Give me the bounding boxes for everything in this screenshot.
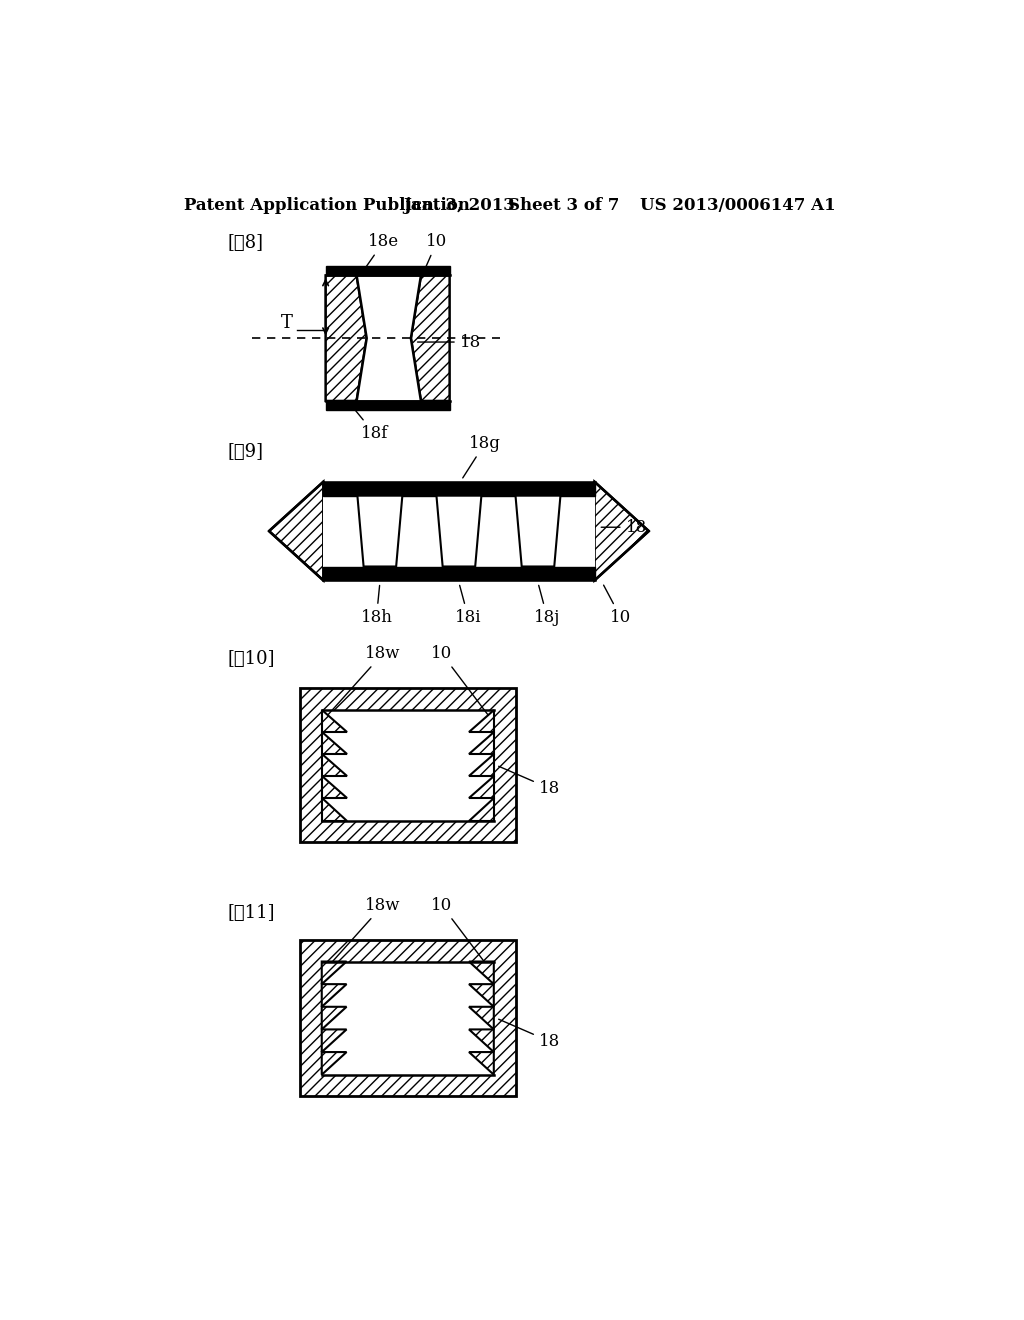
Polygon shape [269, 482, 324, 581]
Polygon shape [595, 482, 649, 581]
Text: 10: 10 [603, 585, 632, 626]
Bar [326, 401, 450, 411]
Polygon shape [436, 496, 481, 566]
Polygon shape [322, 1007, 346, 1030]
Text: 18f: 18f [354, 409, 388, 442]
Text: 18g: 18g [463, 434, 501, 478]
Text: Sheet 3 of 7: Sheet 3 of 7 [508, 197, 620, 214]
Text: US 2013/0006147 A1: US 2013/0006147 A1 [640, 197, 836, 214]
Bar [324, 482, 595, 496]
Polygon shape [469, 985, 494, 1007]
Polygon shape [322, 731, 346, 754]
Polygon shape [322, 1052, 346, 1074]
Polygon shape [469, 710, 494, 731]
Polygon shape [322, 1030, 346, 1052]
Text: 10: 10 [431, 896, 488, 968]
Bar [322, 961, 494, 1074]
Polygon shape [411, 276, 450, 401]
Bar [326, 267, 450, 276]
Bar [300, 688, 515, 842]
Polygon shape [515, 496, 560, 566]
Text: Patent Application Publication: Patent Application Publication [183, 197, 470, 214]
Polygon shape [469, 1052, 494, 1074]
Text: T: T [282, 314, 293, 331]
Bar [300, 940, 515, 1096]
Polygon shape [469, 731, 494, 754]
Bar [324, 496, 595, 566]
Text: [図9]: [図9] [227, 444, 263, 461]
Bar [322, 710, 494, 821]
Text: [図10]: [図10] [227, 649, 274, 668]
Text: 18: 18 [601, 519, 647, 536]
Text: 18i: 18i [455, 585, 481, 626]
Text: 18: 18 [418, 334, 481, 351]
Polygon shape [322, 710, 346, 731]
Text: 10: 10 [426, 234, 447, 267]
Polygon shape [469, 799, 494, 821]
Text: 18: 18 [499, 767, 560, 797]
Text: 18j: 18j [535, 585, 560, 626]
Polygon shape [322, 799, 346, 821]
Polygon shape [357, 496, 402, 566]
Polygon shape [322, 776, 346, 799]
Polygon shape [322, 754, 346, 776]
Text: 18w: 18w [328, 896, 400, 968]
Polygon shape [469, 961, 494, 985]
Bar [324, 496, 595, 566]
Text: 18e: 18e [366, 234, 399, 267]
Polygon shape [356, 276, 421, 401]
Polygon shape [326, 276, 367, 401]
Polygon shape [322, 985, 346, 1007]
Text: 18w: 18w [328, 645, 400, 715]
Polygon shape [469, 1030, 494, 1052]
Text: Jan. 3, 2013: Jan. 3, 2013 [403, 197, 515, 214]
Text: 18h: 18h [360, 586, 392, 626]
Polygon shape [469, 754, 494, 776]
Text: 10: 10 [431, 645, 488, 715]
Polygon shape [322, 961, 346, 985]
Bar [324, 566, 595, 581]
Polygon shape [469, 776, 494, 799]
Text: [図11]: [図11] [227, 904, 274, 921]
Polygon shape [469, 1007, 494, 1030]
Text: [図8]: [図8] [227, 234, 263, 252]
Text: 18: 18 [499, 1019, 560, 1049]
